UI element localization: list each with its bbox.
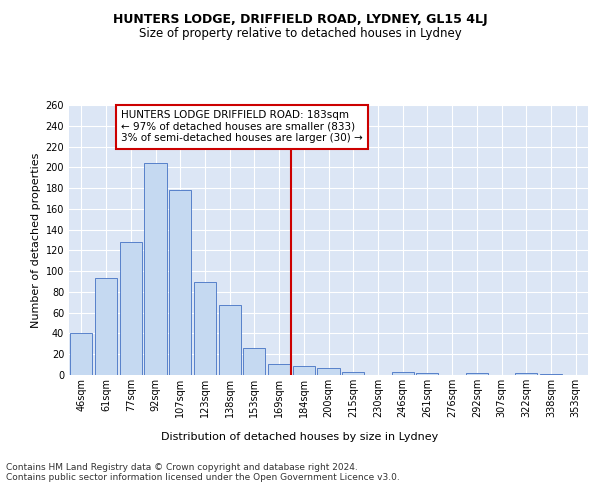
Bar [70, 334, 92, 375]
Bar [342, 372, 364, 375]
Bar [218, 306, 241, 375]
Text: Contains HM Land Registry data © Crown copyright and database right 2024.
Contai: Contains HM Land Registry data © Crown c… [6, 462, 400, 482]
Bar [243, 348, 265, 375]
Bar [392, 372, 414, 375]
Bar [416, 373, 439, 375]
Text: Distribution of detached houses by size in Lydney: Distribution of detached houses by size … [161, 432, 439, 442]
Bar [466, 373, 488, 375]
Bar [540, 374, 562, 375]
Bar [317, 368, 340, 375]
Bar [268, 364, 290, 375]
Y-axis label: Number of detached properties: Number of detached properties [31, 152, 41, 328]
Bar [194, 282, 216, 375]
Bar [119, 242, 142, 375]
Bar [169, 190, 191, 375]
Bar [95, 278, 117, 375]
Bar [515, 373, 538, 375]
Text: Size of property relative to detached houses in Lydney: Size of property relative to detached ho… [139, 28, 461, 40]
Bar [293, 366, 315, 375]
Bar [145, 163, 167, 375]
Text: HUNTERS LODGE, DRIFFIELD ROAD, LYDNEY, GL15 4LJ: HUNTERS LODGE, DRIFFIELD ROAD, LYDNEY, G… [113, 12, 487, 26]
Text: HUNTERS LODGE DRIFFIELD ROAD: 183sqm
← 97% of detached houses are smaller (833)
: HUNTERS LODGE DRIFFIELD ROAD: 183sqm ← 9… [121, 110, 362, 144]
